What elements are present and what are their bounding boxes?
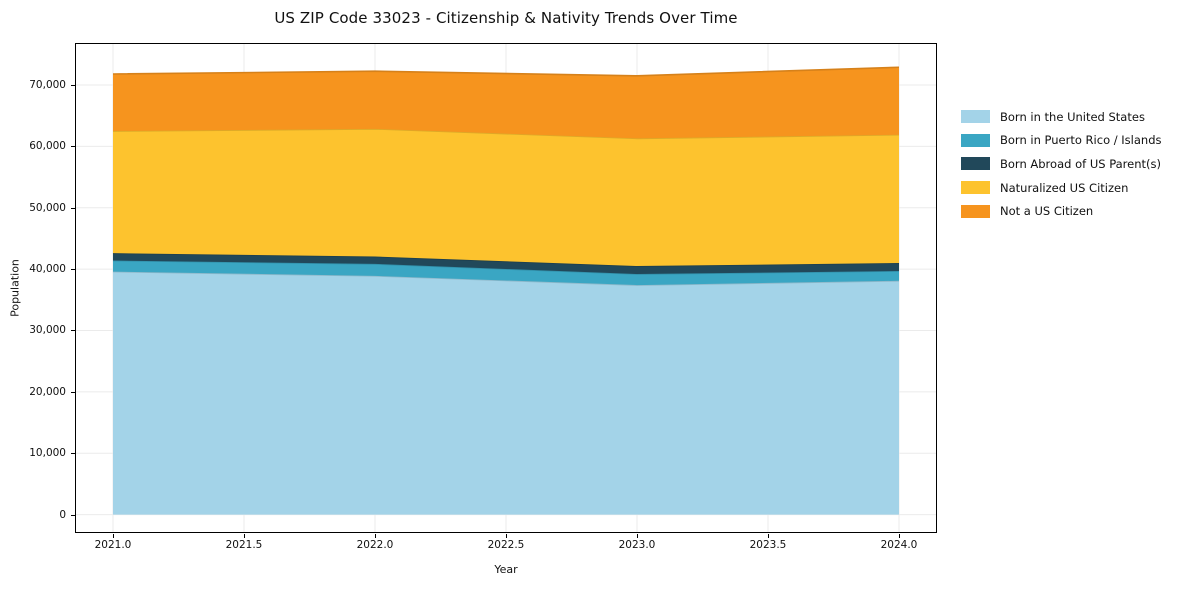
area-born-in-puerto-rico-islands [112,260,900,286]
area-edge [112,66,900,77]
legend-item: Naturalized US Citizen [961,176,1162,200]
stacked-area-plot [75,43,937,533]
legend-label: Born in Puerto Rico / Islands [1000,133,1162,148]
area-not-a-us-citizen [112,67,900,139]
y-tick-mark [71,453,75,455]
x-tick-mark [112,534,114,538]
legend-item: Born Abroad of US Parent(s) [961,152,1162,176]
y-tick-label: 30,000 [29,324,66,337]
area-naturalized-us-citizen [112,128,900,267]
legend-swatch-icon [961,204,990,218]
legend-label: Naturalized US Citizen [1000,180,1129,195]
legend-swatch-icon [961,110,990,124]
area-born-abroad-of-us-parent-s- [112,253,900,275]
x-tick-mark [374,534,376,538]
y-tick-label: 10,000 [29,447,66,460]
chart-title: US ZIP Code 33023 - Citizenship & Nativi… [274,9,738,27]
x-tick-mark [899,534,900,538]
y-tick-mark [71,85,75,87]
x-tick-label: 2021.0 [94,539,132,551]
x-tick-mark [506,534,507,538]
x-tick-label: 2024.0 [880,539,918,551]
legend-label: Born Abroad of US Parent(s) [1000,156,1161,171]
y-tick-mark [71,269,75,271]
x-axis-label: Year [494,563,518,576]
y-tick-label: 40,000 [29,263,66,276]
x-tick-label: 2023.0 [618,539,656,551]
y-tick-mark [71,207,75,209]
legend-swatch-icon [961,157,990,171]
legend-item: Born in Puerto Rico / Islands [961,129,1162,153]
area-born-in-the-united-states [112,271,900,515]
legend-swatch-icon [961,181,990,195]
y-tick-mark [71,146,75,148]
x-tick-label: 2022.0 [356,539,394,551]
legend-swatch-icon [961,133,990,147]
y-tick-label: 70,000 [29,79,66,92]
x-tick-label: 2021.5 [225,539,263,551]
x-tick-mark [768,534,769,538]
x-tick-label: 2022.5 [487,539,525,551]
legend-item: Not a US Citizen [961,199,1162,223]
legend-label: Born in the United States [1000,109,1145,124]
y-tick-mark [71,514,75,516]
y-tick-label: 60,000 [29,140,66,153]
y-tick-mark [71,330,75,332]
y-tick-label: 50,000 [29,201,66,214]
legend: Born in the United States Born in Puerto … [961,105,1162,223]
y-tick-label: 0 [59,508,66,521]
x-tick-mark [243,534,245,538]
x-tick-mark [637,534,638,538]
legend-label: Not a US Citizen [1000,204,1094,219]
y-tick-label: 20,000 [29,385,66,398]
x-tick-label: 2023.5 [749,539,787,551]
legend-item: Born in the United States [961,105,1162,129]
y-tick-mark [71,391,75,393]
